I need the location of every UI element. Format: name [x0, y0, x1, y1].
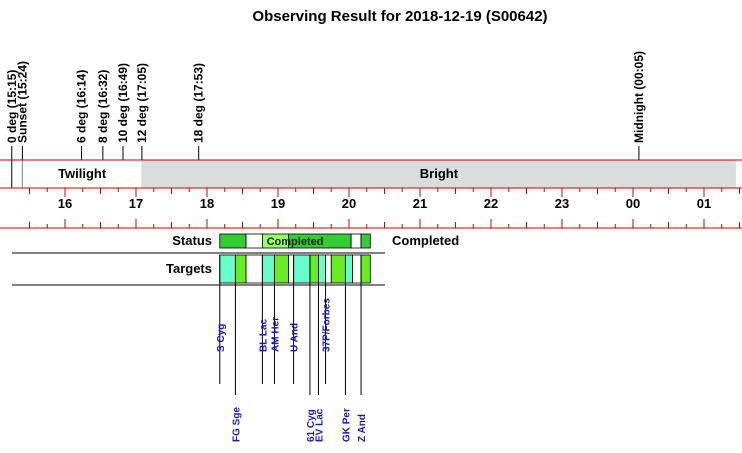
target-label: BL Lac [258, 318, 269, 352]
status-segment [360, 233, 371, 249]
x-tick-label: 19 [271, 196, 285, 211]
time-axis: 16 17 18 19 20 21 22 23 00 01 [0, 188, 742, 229]
chart-title: Observing Result for 2018-12-19 (S00642) [252, 8, 547, 25]
target-segment [352, 254, 362, 284]
x-tick-label: 23 [555, 196, 569, 211]
status-segment [219, 233, 247, 249]
target-segment [309, 254, 319, 284]
target-segment [274, 254, 290, 284]
target-segment [330, 254, 346, 284]
band-bright [141, 160, 736, 188]
target-label: Z And [357, 414, 368, 442]
target-label: S Cyg [216, 324, 227, 352]
status-summary: Completed [392, 233, 459, 248]
band-label: Twilight [58, 166, 107, 181]
status-segment [350, 233, 362, 249]
target-segment [234, 254, 247, 284]
status-target-rows: Status Targets Completed Completed [12, 233, 459, 286]
status-bar-label: Completed [267, 236, 324, 248]
target-segment [245, 254, 263, 284]
status-segment [245, 233, 263, 249]
band-twilight [22, 160, 142, 188]
band-label: Bright [420, 166, 459, 181]
target-label: EV Lac [314, 408, 325, 442]
x-tick-label: 17 [129, 196, 143, 211]
x-tick-label: 22 [484, 196, 498, 211]
x-tick-label: 01 [697, 196, 711, 211]
target-segment [261, 254, 275, 284]
event-label: 8 deg (16:32) [96, 70, 110, 143]
x-tick-label: 00 [626, 196, 640, 211]
x-tick-label: 18 [200, 196, 214, 211]
x-tick-label: 16 [58, 196, 72, 211]
target-segment [345, 254, 353, 284]
target-segment [293, 254, 311, 284]
target-segment [219, 254, 236, 284]
x-tick-label: 20 [342, 196, 356, 211]
target-label: 37P/Forbes [322, 298, 333, 352]
target-segment [325, 254, 332, 284]
sky-bands: Twilight Bright [0, 159, 742, 189]
event-label: 10 deg (16:49) [116, 63, 130, 143]
x-tick-label: 21 [413, 196, 427, 211]
target-label: GK Per [341, 408, 352, 442]
event-label: 6 deg (16:14) [75, 70, 89, 143]
event-label: 0 deg (15:15) [5, 70, 19, 143]
target-segment [360, 254, 371, 284]
event-label: 12 deg (17:05) [135, 63, 149, 143]
event-label: Sunset (15:24) [15, 61, 29, 143]
event-label: 18 deg (17:53) [192, 63, 206, 143]
target-label: FG Sge [231, 407, 242, 442]
target-segment [288, 254, 295, 284]
row-label-status: Status [172, 233, 212, 248]
target-segment [318, 254, 326, 284]
row-label-targets: Targets [166, 261, 212, 276]
target-label: AM Her [270, 317, 281, 352]
target-label: 61 Cyg [306, 409, 317, 442]
event-label: Midnight (00:05) [632, 51, 646, 143]
target-label: U And [290, 323, 301, 352]
